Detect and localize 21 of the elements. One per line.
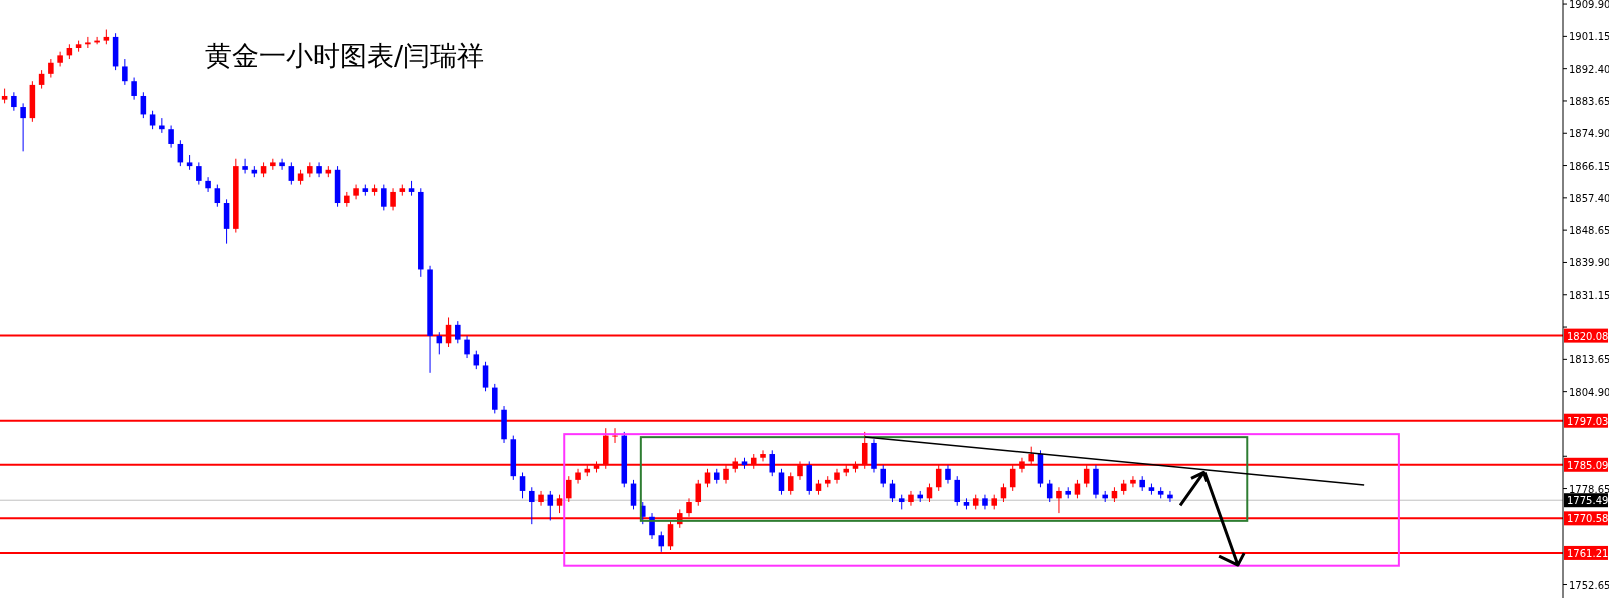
y-tick-label: 1778.65 bbox=[1569, 483, 1609, 495]
y-tick-label: 1804.90 bbox=[1569, 386, 1609, 398]
y-tick-label: 1831.15 bbox=[1569, 289, 1609, 301]
y-tick-label: 1874.90 bbox=[1569, 128, 1609, 140]
y-tick-label: 1883.65 bbox=[1569, 95, 1609, 107]
y-tick-label: 1813.65 bbox=[1569, 354, 1609, 366]
y-tick-label: 1909.90 bbox=[1569, 0, 1609, 11]
y-tick-label: 1866.15 bbox=[1569, 160, 1609, 172]
y-tick-label: 1752.65 bbox=[1569, 579, 1609, 591]
y-tick-label: 1839.90 bbox=[1569, 257, 1609, 269]
ref-label: 1797.03 bbox=[1564, 413, 1609, 428]
ref-label: 1770.58 bbox=[1564, 511, 1609, 526]
y-tick-label: 1892.40 bbox=[1569, 63, 1609, 75]
ref-label: 1785.09 bbox=[1564, 457, 1609, 472]
y-tick-label: 1901.15 bbox=[1569, 31, 1609, 43]
ref-label: 1775.49 bbox=[1564, 493, 1609, 508]
ref-label: 1761.21 bbox=[1564, 545, 1609, 560]
y-tick-label: 1857.40 bbox=[1569, 192, 1609, 204]
ref-label: 1820.08 bbox=[1564, 328, 1609, 343]
text: 黄金一小时图表/闫瑞祥 bbox=[205, 40, 485, 71]
y-tick-label: 1848.65 bbox=[1569, 225, 1609, 237]
